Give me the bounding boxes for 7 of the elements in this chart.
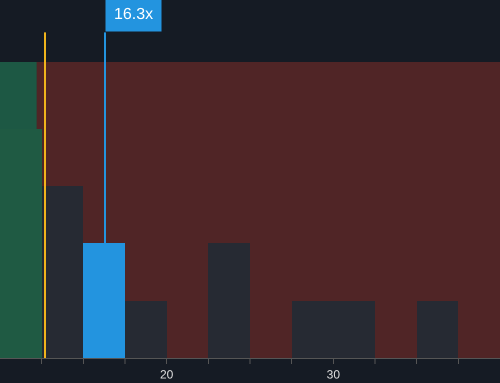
x-tick-label: 30 (326, 367, 340, 382)
bar (208, 243, 250, 358)
x-tick-label: 20 (160, 367, 174, 382)
bar (417, 301, 458, 358)
ref-line-label: 16.3x (114, 6, 154, 23)
bar (125, 301, 167, 358)
bar (42, 186, 83, 358)
